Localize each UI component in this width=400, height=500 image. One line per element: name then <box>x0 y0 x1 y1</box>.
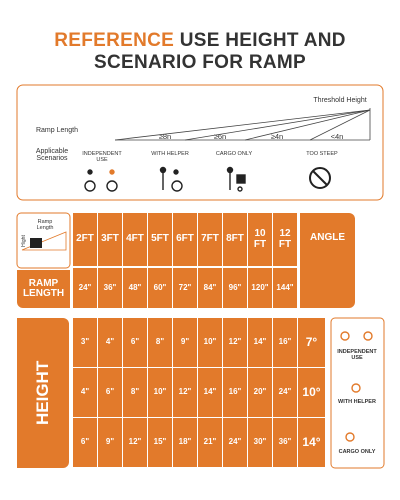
height-value: 36" <box>273 418 297 467</box>
length-ft: 3FT <box>98 213 122 266</box>
corner-height: Hight <box>21 235 27 247</box>
side-label: CARGO ONLY <box>338 449 376 455</box>
angle-value: 10° <box>298 368 325 417</box>
slope-line <box>184 109 371 141</box>
height-value: 9" <box>173 318 197 367</box>
height-value: 10" <box>198 318 222 367</box>
angle-value: 14° <box>298 418 325 467</box>
icon-too-steep <box>309 167 331 189</box>
length-inches: 144" <box>273 268 297 308</box>
title-line2: SCENARIO FOR RAMP <box>94 52 306 73</box>
corner-length: Ramp Length <box>36 219 54 231</box>
height-value: 6" <box>73 418 97 467</box>
slope-line <box>309 109 371 141</box>
ratio-label: ≥6n <box>213 132 227 141</box>
icon-independent <box>84 169 118 192</box>
length-row-label: RAMP LENGTH <box>17 270 70 308</box>
length-inches: 60" <box>148 268 172 308</box>
length-inches: 24" <box>73 268 97 308</box>
scenarios-label: Applicable Scenarios <box>35 148 69 162</box>
height-value: 6" <box>123 318 147 367</box>
ratio-label: ≥8n <box>158 132 172 141</box>
length-inches: 84" <box>198 268 222 308</box>
length-inches: 48" <box>123 268 147 308</box>
height-value: 16" <box>273 318 297 367</box>
side-icons <box>340 331 373 442</box>
length-ft: 7FT <box>198 213 222 266</box>
slope-line <box>114 109 371 141</box>
icon-cargo <box>226 166 246 192</box>
scenario-label: TOO STEEP <box>306 151 338 157</box>
length-ft: 4FT <box>123 213 147 266</box>
length-inches: 72" <box>173 268 197 308</box>
length-ft: 8FT <box>223 213 247 266</box>
side-label: WITH HELPER <box>338 399 376 405</box>
scenario-label: CARGO ONLY <box>215 151 253 157</box>
length-ft: 5FT <box>148 213 172 266</box>
angle-value: 7° <box>298 318 325 367</box>
side-panel <box>330 317 385 469</box>
length-inches: 120" <box>248 268 272 308</box>
threshold-label: Threshold Height <box>313 97 367 104</box>
height-value: 8" <box>148 318 172 367</box>
title-line1: REFERENCE USE HEIGHT AND <box>0 30 400 52</box>
height-label: HEIGHT <box>17 318 69 468</box>
slope-line <box>244 109 371 141</box>
height-value: 18" <box>173 418 197 467</box>
height-value: 10" <box>148 368 172 417</box>
corner-ramp <box>21 231 67 251</box>
diagram-box <box>16 84 384 201</box>
height-value: 14" <box>248 318 272 367</box>
length-ft: 2FT <box>73 213 97 266</box>
height-value: 14" <box>198 368 222 417</box>
height-value: 8" <box>123 368 147 417</box>
length-ft: 6FT <box>173 213 197 266</box>
height-value: 12" <box>123 418 147 467</box>
side-label: INDEPENDENT USE <box>337 349 377 361</box>
height-value: 24" <box>273 368 297 417</box>
height-value: 6" <box>98 368 122 417</box>
height-value: 16" <box>223 368 247 417</box>
length-inches: 96" <box>223 268 247 308</box>
title-highlight: REFERENCE <box>54 30 175 51</box>
height-value: 9" <box>98 418 122 467</box>
height-value: 24" <box>223 418 247 467</box>
ratio-label: <4n <box>330 132 344 141</box>
length-ft: 10 FT <box>248 213 272 266</box>
corner-block <box>30 238 42 248</box>
length-ft: 12 FT <box>273 213 297 266</box>
title-text: USE HEIGHT AND <box>179 30 346 51</box>
icon-helper <box>159 166 183 192</box>
height-value: 15" <box>148 418 172 467</box>
height-value: 20" <box>248 368 272 417</box>
length-inches: 36" <box>98 268 122 308</box>
ratio-label: ≥4n <box>270 132 284 141</box>
height-value: 30" <box>248 418 272 467</box>
angle-header: ANGLE <box>300 213 355 308</box>
height-value: 4" <box>73 368 97 417</box>
corner-box <box>16 212 71 269</box>
height-value: 4" <box>98 318 122 367</box>
scenario-label: INDEPENDENT USE <box>82 151 122 163</box>
length-label: Ramp Length <box>35 127 79 134</box>
height-value: 12" <box>173 368 197 417</box>
height-value: 3" <box>73 318 97 367</box>
scenario-label: WITH HELPER <box>151 151 189 157</box>
height-value: 21" <box>198 418 222 467</box>
height-value: 12" <box>223 318 247 367</box>
